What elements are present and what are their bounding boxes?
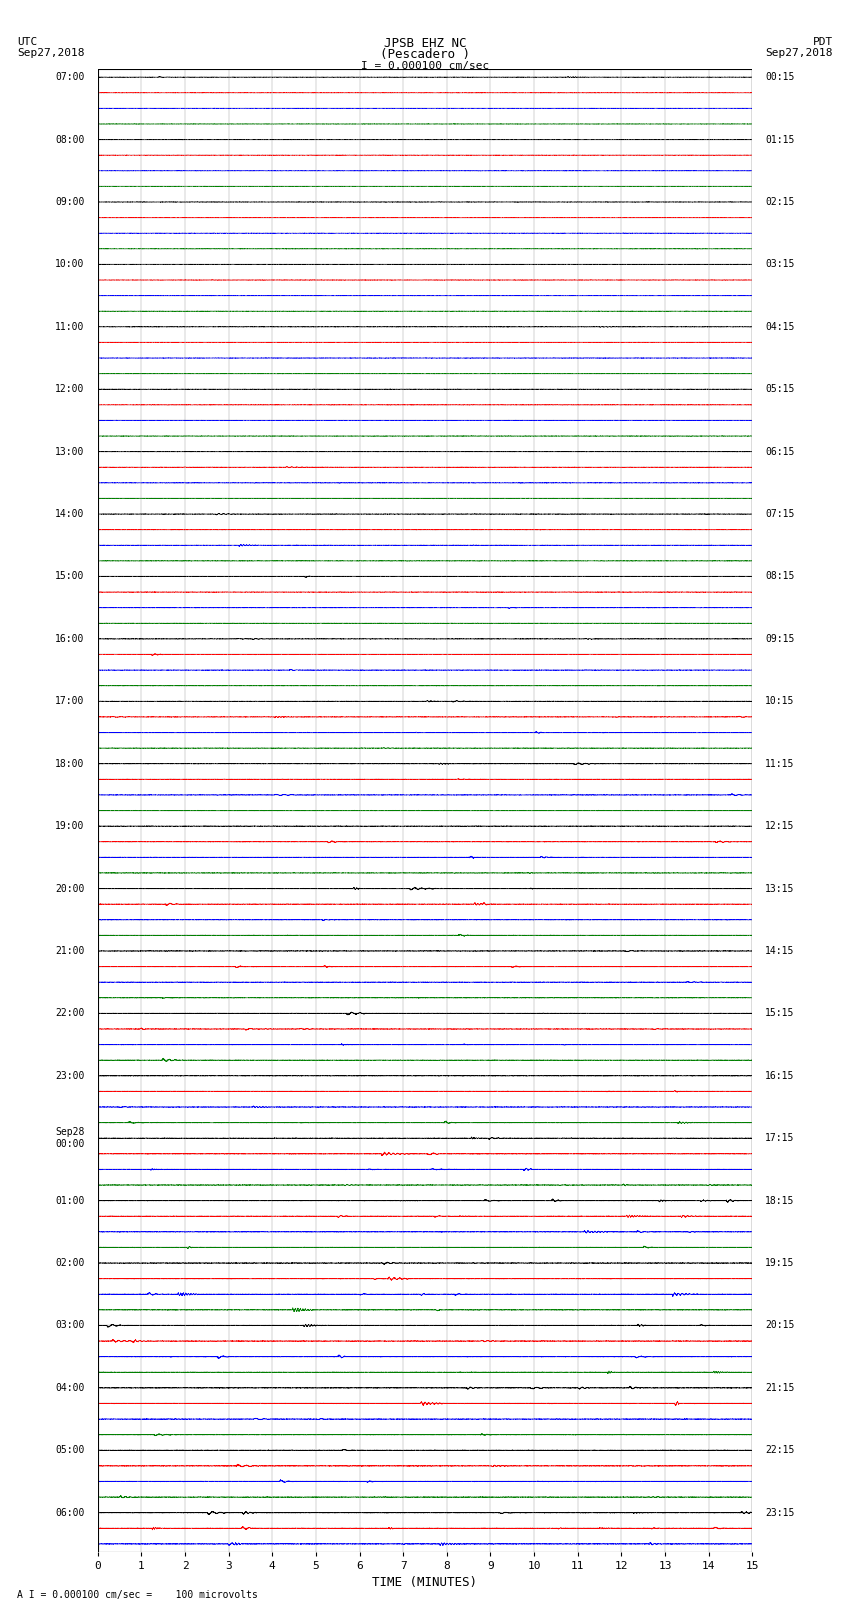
Text: 18:00: 18:00 — [55, 758, 85, 769]
Text: 05:00: 05:00 — [55, 1445, 85, 1455]
Text: 01:15: 01:15 — [765, 134, 795, 145]
Text: 07:15: 07:15 — [765, 510, 795, 519]
Text: 08:15: 08:15 — [765, 571, 795, 581]
Text: I = 0.000100 cm/sec: I = 0.000100 cm/sec — [361, 61, 489, 71]
Text: 22:15: 22:15 — [765, 1445, 795, 1455]
Text: 04:15: 04:15 — [765, 323, 795, 332]
Text: 05:15: 05:15 — [765, 384, 795, 394]
Text: 09:15: 09:15 — [765, 634, 795, 644]
Text: Sep27,2018: Sep27,2018 — [17, 48, 84, 58]
Text: UTC: UTC — [17, 37, 37, 47]
Text: 16:15: 16:15 — [765, 1071, 795, 1081]
Text: 10:15: 10:15 — [765, 697, 795, 706]
Text: 13:15: 13:15 — [765, 884, 795, 894]
Text: 14:15: 14:15 — [765, 945, 795, 957]
Text: A I = 0.000100 cm/sec =    100 microvolts: A I = 0.000100 cm/sec = 100 microvolts — [17, 1590, 258, 1600]
Text: 12:00: 12:00 — [55, 384, 85, 394]
Text: Sep27,2018: Sep27,2018 — [766, 48, 833, 58]
Text: 19:15: 19:15 — [765, 1258, 795, 1268]
Text: 17:15: 17:15 — [765, 1134, 795, 1144]
Text: 22:00: 22:00 — [55, 1008, 85, 1018]
Text: 11:00: 11:00 — [55, 323, 85, 332]
Text: 06:15: 06:15 — [765, 447, 795, 456]
Text: 03:15: 03:15 — [765, 260, 795, 269]
Text: 13:00: 13:00 — [55, 447, 85, 456]
Text: 01:00: 01:00 — [55, 1195, 85, 1205]
Text: 18:15: 18:15 — [765, 1195, 795, 1205]
Text: (Pescadero ): (Pescadero ) — [380, 48, 470, 61]
Text: 20:00: 20:00 — [55, 884, 85, 894]
Text: 14:00: 14:00 — [55, 510, 85, 519]
Text: 06:00: 06:00 — [55, 1508, 85, 1518]
Text: 10:00: 10:00 — [55, 260, 85, 269]
Text: PDT: PDT — [813, 37, 833, 47]
Text: 03:00: 03:00 — [55, 1321, 85, 1331]
Text: 12:15: 12:15 — [765, 821, 795, 831]
Text: 17:00: 17:00 — [55, 697, 85, 706]
Text: 23:15: 23:15 — [765, 1508, 795, 1518]
Text: 08:00: 08:00 — [55, 134, 85, 145]
Text: 07:00: 07:00 — [55, 73, 85, 82]
Text: 09:00: 09:00 — [55, 197, 85, 206]
Text: 04:00: 04:00 — [55, 1382, 85, 1394]
Text: 16:00: 16:00 — [55, 634, 85, 644]
Text: 02:15: 02:15 — [765, 197, 795, 206]
Text: 21:15: 21:15 — [765, 1382, 795, 1394]
Text: Sep28
00:00: Sep28 00:00 — [55, 1127, 85, 1148]
Text: 20:15: 20:15 — [765, 1321, 795, 1331]
X-axis label: TIME (MINUTES): TIME (MINUTES) — [372, 1576, 478, 1589]
Text: 00:15: 00:15 — [765, 73, 795, 82]
Text: 11:15: 11:15 — [765, 758, 795, 769]
Text: 21:00: 21:00 — [55, 945, 85, 957]
Text: 02:00: 02:00 — [55, 1258, 85, 1268]
Text: 23:00: 23:00 — [55, 1071, 85, 1081]
Text: 15:15: 15:15 — [765, 1008, 795, 1018]
Text: JPSB EHZ NC: JPSB EHZ NC — [383, 37, 467, 50]
Text: 15:00: 15:00 — [55, 571, 85, 581]
Text: 19:00: 19:00 — [55, 821, 85, 831]
